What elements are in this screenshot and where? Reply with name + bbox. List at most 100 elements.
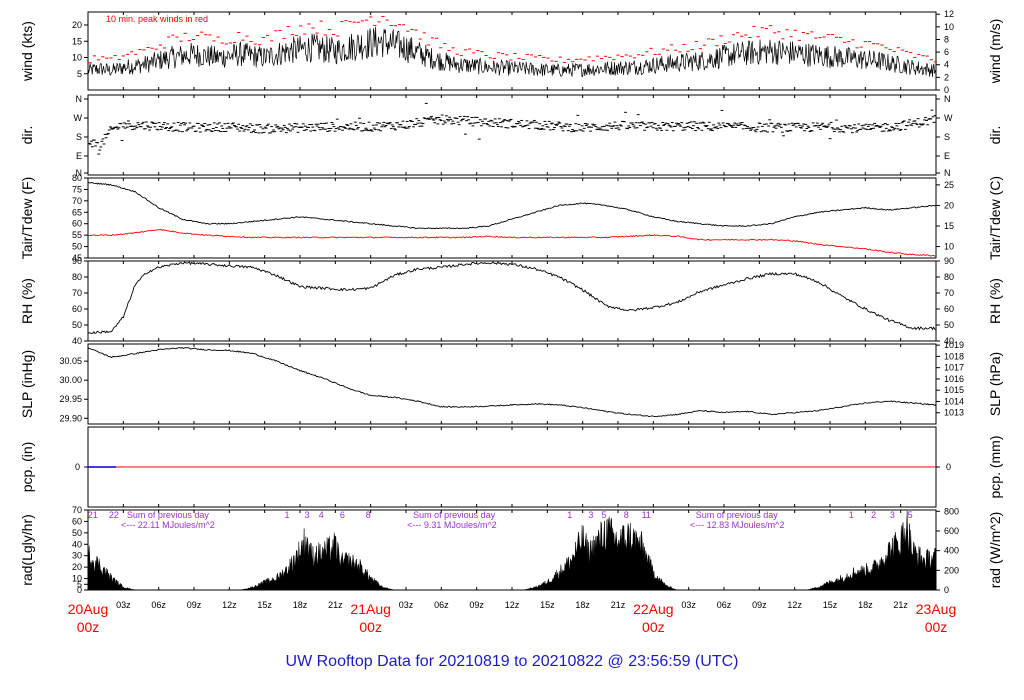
radiation-annotation: Sum of previous day bbox=[696, 510, 779, 520]
y-tick-label-right: 70 bbox=[944, 288, 954, 298]
y-tick-label-right: S bbox=[944, 132, 950, 142]
x-date-label: 23Aug bbox=[916, 601, 956, 617]
y-tick-label-right: 800 bbox=[944, 506, 959, 516]
y-axis-label-right: SLP (hPa) bbox=[987, 352, 1003, 416]
radiation-hour-mark: 11 bbox=[642, 510, 651, 520]
y-tick-label: S bbox=[76, 132, 82, 142]
x-axis: 03z 06z 09z 12z 15z 18z 21z 03z 06z 09z 12z 15z 18z 2… bbox=[68, 600, 956, 635]
radiation-annotation: Sum of previous day bbox=[413, 510, 496, 520]
y-tick-label: 29.90 bbox=[59, 413, 82, 423]
panel-dir: dir. dir.N NW WS SE EN N bbox=[19, 94, 1003, 178]
y-tick-label-right: E bbox=[944, 151, 950, 161]
radiation-hour-mark: 8 bbox=[624, 510, 629, 520]
y-tick-label-right: 1019 bbox=[944, 340, 964, 350]
y-tick-label-right: N bbox=[944, 168, 951, 178]
y-tick-label: 75 bbox=[72, 184, 82, 194]
y-tick-label: 0 bbox=[77, 585, 82, 595]
x-tick-label: 21z bbox=[893, 600, 908, 610]
radiation-annotation: Sum of previous day bbox=[127, 510, 210, 520]
y-tick-label: N bbox=[76, 94, 83, 104]
y-tick-label: 30.05 bbox=[59, 356, 82, 366]
radiation-hour-mark: 3 bbox=[305, 510, 310, 520]
x-tick-label: 12z bbox=[787, 600, 802, 610]
y-tick-label-right: 40 bbox=[944, 336, 954, 346]
x-tick-label: 15z bbox=[540, 600, 555, 610]
x-tick-label: 03z bbox=[681, 600, 696, 610]
x-tick-label: 21z bbox=[611, 600, 626, 610]
y-tick-label-right: 80 bbox=[944, 272, 954, 282]
radiation-hour-mark: 8 bbox=[366, 510, 371, 520]
y-axis-label-right: wind (m/s) bbox=[987, 19, 1003, 85]
y-tick-label: 15 bbox=[72, 36, 82, 46]
x-date-hour-label: 00z bbox=[359, 619, 382, 635]
y-tick-label-right: 60 bbox=[944, 304, 954, 314]
tair-series bbox=[87, 181, 937, 230]
y-tick-label-right: 50 bbox=[944, 320, 954, 330]
y-axis-label-left: SLP (inHg) bbox=[19, 350, 35, 418]
y-tick-label: 20 bbox=[72, 562, 82, 572]
x-tick-label: 06z bbox=[717, 600, 732, 610]
y-axis-label-left: rad(Lgly/hr) bbox=[19, 514, 35, 586]
radiation-annotation: <--- 9.31 MJoules/m^2 bbox=[407, 520, 497, 530]
radiation-hour-mark: 2 bbox=[871, 510, 876, 520]
radiation-hour-mark: 3 bbox=[588, 510, 593, 520]
y-tick-label: 60 bbox=[72, 304, 82, 314]
y-tick-label-right: 1013 bbox=[944, 408, 964, 418]
x-tick-label: 09z bbox=[469, 600, 484, 610]
y-tick-label: 50 bbox=[72, 528, 82, 538]
x-tick-label: 09z bbox=[187, 600, 202, 610]
x-tick-label: 18z bbox=[575, 600, 590, 610]
y-tick-label: 40 bbox=[72, 336, 82, 346]
y-tick-label: 70 bbox=[72, 505, 82, 515]
y-tick-label-right: 400 bbox=[944, 546, 959, 556]
y-tick-label-right: 1016 bbox=[944, 374, 964, 384]
radiation-annotation: <--- 22.11 MJoules/m^2 bbox=[121, 520, 215, 530]
panel-SLP: SLP (inHg) SLP (hPa) 29.90 29.95 30.00 30.05 1… bbox=[19, 340, 1003, 425]
y-tick-label: 10 bbox=[72, 574, 82, 584]
y-tick-label-right: 2 bbox=[944, 72, 949, 82]
wind-series bbox=[87, 26, 937, 77]
y-tick-label: 50 bbox=[72, 320, 82, 330]
y-tick-label: W bbox=[74, 113, 83, 123]
x-tick-label: 06z bbox=[434, 600, 449, 610]
y-axis-label-right: rad (W/m^2) bbox=[987, 512, 1003, 589]
panel-wind: wind (kts) wind (m/s) 5 10 15 20 0 2 4 6 8 10 12 10 m… bbox=[19, 9, 1003, 95]
x-date-label: 22Aug bbox=[633, 601, 673, 617]
y-tick-label-right: 0 bbox=[944, 85, 949, 95]
y-tick-label: 55 bbox=[72, 230, 82, 240]
y-tick-label: 20 bbox=[72, 20, 82, 30]
radiation-hour-mark: 6 bbox=[340, 510, 345, 520]
page-title: UW Rooftop Data for 20210819 to 20210822… bbox=[286, 653, 739, 670]
y-tick-label-right: 10 bbox=[944, 22, 954, 32]
radiation-hour-mark: 5 bbox=[908, 510, 913, 520]
y-tick-label: 80 bbox=[72, 173, 82, 183]
x-tick-label: 03z bbox=[399, 600, 414, 610]
y-tick-label-right: 600 bbox=[944, 526, 959, 536]
x-tick-label: 03z bbox=[116, 600, 131, 610]
y-tick-label-right: 15 bbox=[944, 221, 954, 231]
x-tick-label: 21z bbox=[328, 600, 343, 610]
x-date-hour-label: 00z bbox=[77, 619, 100, 635]
y-tick-label: 40 bbox=[72, 539, 82, 549]
y-tick-label: 30.00 bbox=[59, 375, 82, 385]
radiation-hour-mark: 21 bbox=[88, 510, 98, 520]
y-tick-label-right: 200 bbox=[944, 565, 959, 575]
rh-series bbox=[87, 261, 937, 335]
y-tick-label: N bbox=[76, 168, 83, 178]
y-axis-label-right: dir. bbox=[987, 126, 1003, 145]
y-tick-label: 70 bbox=[72, 288, 82, 298]
y-tick-label-right: 8 bbox=[944, 34, 949, 44]
y-tick-label-right: 1014 bbox=[944, 396, 964, 406]
radiation-hour-mark: 3 bbox=[890, 510, 895, 520]
x-date-label: 21Aug bbox=[350, 601, 390, 617]
y-tick-label: 60 bbox=[72, 219, 82, 229]
y-axis-label-left: dir. bbox=[19, 126, 35, 145]
y-tick-label: 0 bbox=[75, 462, 80, 472]
y-axis-label-left: wind (kts) bbox=[19, 21, 35, 82]
radiation-annotation: <--- 12.83 MJoules/m^2 bbox=[690, 520, 785, 530]
panel-pcp: pcp. (in) pcp. (mm) 0 0 bbox=[19, 426, 1003, 508]
radiation-hour-mark: 22 bbox=[109, 510, 119, 520]
tdew-series bbox=[87, 228, 937, 257]
radiation-hour-mark: 1 bbox=[567, 510, 572, 520]
